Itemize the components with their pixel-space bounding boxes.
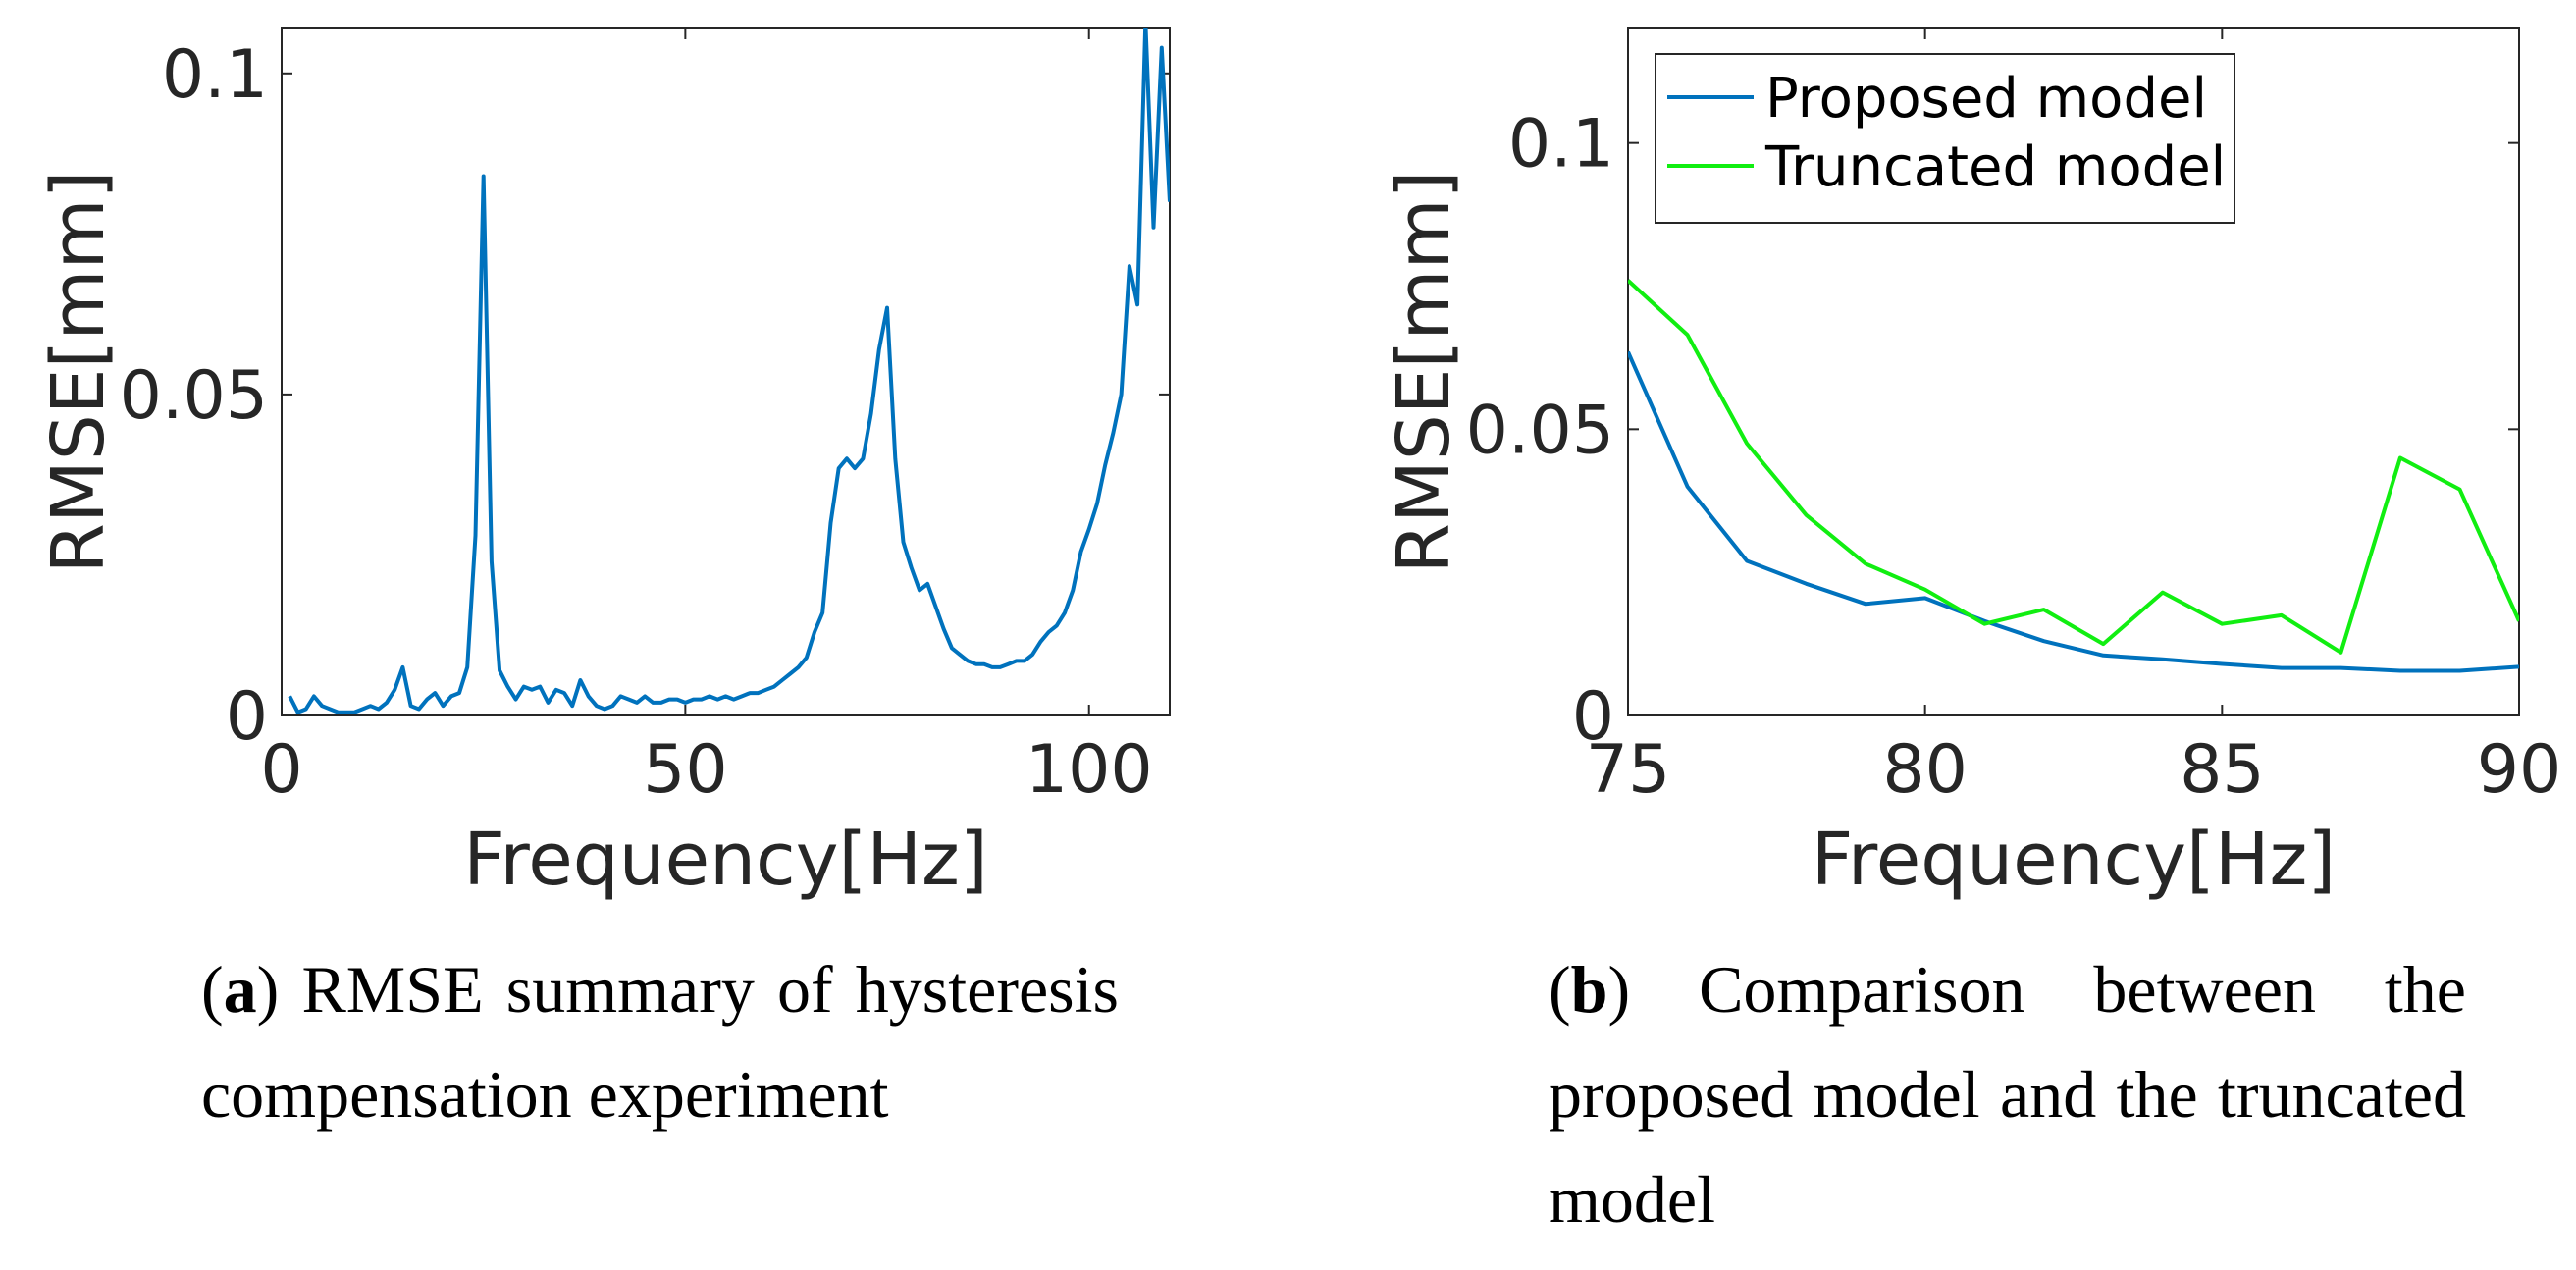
panel-b-ytick-label: 0.1 [1508, 106, 1614, 184]
panel-b-ytick-label: 0.05 [1466, 392, 1614, 469]
caption-a: (a) RMSE summary of hysteresis compensat… [201, 952, 1119, 1132]
panel-b-ytick-label: 0 [1572, 678, 1614, 756]
panel-b-legend-box [1655, 53, 2235, 224]
panel-a-ytick-label: 0.1 [162, 36, 268, 114]
panel-a-y-axis-label: RMSE[mm] [36, 171, 121, 574]
panel-a-plot-frame [281, 27, 1171, 716]
panel-b-xtick-label: 90 [2477, 731, 2562, 809]
panel-b-xtick-label: 75 [1586, 731, 1671, 809]
panel-a-chart: 0 50 100 0 0.05 0.1 Frequency[Hz] RMSE[mm] [36, 27, 1171, 902]
panel-a-xtick-label: 100 [1025, 731, 1153, 809]
caption-b-text: Comparison between the proposed model an… [1549, 952, 2466, 1237]
panel-b-legend-label-proposed-model: Proposed model [1765, 67, 2207, 131]
panel-b-chart: 75 80 85 90 0 0.05 0.1 Frequency[Hz] RMSE[mm] Pro… [1382, 27, 2562, 902]
caption-b-label: b [1570, 952, 1608, 1027]
panel-b-series-line-proposed-model [1628, 350, 2519, 673]
caption-a-text: RMSE summary of hysteresis compensation … [201, 952, 1119, 1132]
panel-a-x-axis-label: Frequency[Hz] [463, 818, 988, 902]
panel-a-series-line-rmse [288, 28, 1170, 714]
panel-b-xtick-label: 85 [2180, 731, 2265, 809]
caption-a-label: a [223, 952, 257, 1027]
panel-b-xtick-label: 80 [1882, 731, 1968, 809]
panel-a-xtick-label: 50 [643, 731, 728, 809]
panel-a-xtick-label: 0 [260, 731, 302, 809]
panel-b-x-axis-label: Frequency[Hz] [1812, 818, 2337, 902]
panel-b-y-axis-label: RMSE[mm] [1382, 171, 1466, 574]
panel-a-ytick-label: 0 [226, 678, 268, 756]
caption-b: (b) Comparison between the proposed mode… [1549, 952, 2466, 1237]
panel-b-series-line-truncated-model [1628, 279, 2519, 655]
panel-a-ytick-label: 0.05 [120, 357, 268, 435]
panel-b-legend-label-truncated-model: Truncated model [1764, 135, 2226, 199]
